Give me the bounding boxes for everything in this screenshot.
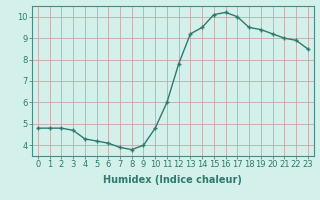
X-axis label: Humidex (Indice chaleur): Humidex (Indice chaleur) [103, 175, 242, 185]
